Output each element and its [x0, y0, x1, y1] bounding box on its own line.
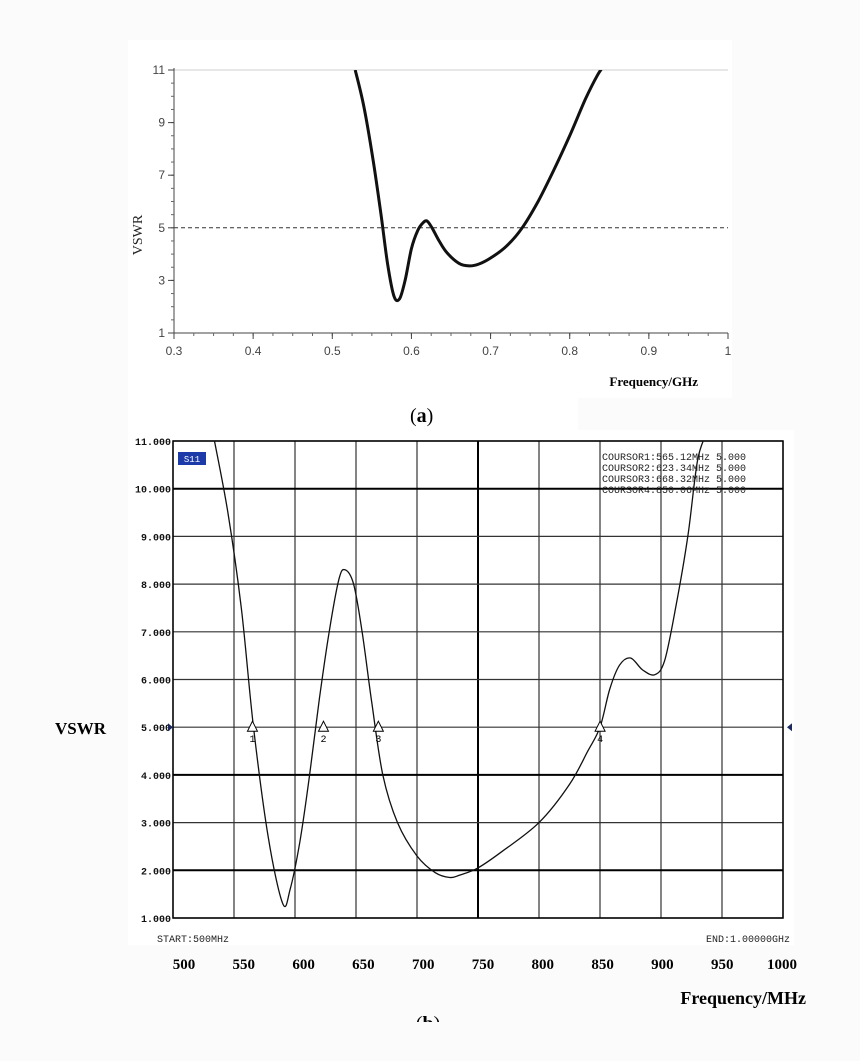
chart-a-y-tick-label: 7 — [158, 168, 165, 182]
chart-b-y-tick-label: 3.000 — [141, 820, 171, 831]
chart-b-x-tick-label: 700 — [412, 957, 435, 973]
chart-a-x-tick-label: 0.4 — [245, 344, 262, 358]
chart-b-y-tick-label: 8.000 — [141, 581, 171, 592]
chart-b-cursor-line: COURSOR3:668.32MHz 5.000 — [602, 475, 746, 486]
chart-b-series-line — [213, 441, 704, 908]
chart-b-badge — [178, 452, 206, 465]
chart-b-badge-text: S11 — [184, 455, 200, 465]
chart-b-x-tick-label: 800 — [532, 957, 555, 973]
caption-a-letter: a — [416, 405, 427, 427]
chart-b-y-tick-label: 11.000 — [135, 438, 171, 449]
chart-a-y-ticks: 1 3 5 7 9 11 — [153, 63, 174, 340]
chart-b-cursor-readout: COURSOR1:565.12MHz 5.000COURSOR2:623.34M… — [602, 453, 746, 497]
chart-b-cursor-line: COURSOR4:850.06MHz 5.000 — [602, 486, 746, 497]
chart-a-x-tick-label: 0.5 — [324, 344, 341, 358]
chart-b-marker-triangle — [246, 720, 259, 732]
chart-a-y-tick-label: 5 — [158, 221, 165, 235]
chart-a-y-tick-label: 9 — [158, 116, 165, 130]
chart-b-marker-triangle — [594, 720, 606, 732]
chart-b: 1.000 2.000 3.000 4.000 5.000 6.000 7.000 8.000… — [55, 430, 806, 1052]
chart-b-marker-label: 1 — [249, 735, 255, 746]
chart-a: 1 3 5 7 9 11 0.3 0.4 0.5 0.6 0.7 0.8 0.9 1 VSWR Freq… — [128, 40, 732, 432]
chart-b-y-tick-label: 1.000 — [141, 915, 171, 926]
chart-b-y-ticks: 1.000 2.000 3.000 4.000 5.000 6.000 7.000 8.000… — [135, 438, 171, 926]
chart-b-frame — [172, 440, 784, 919]
chart-b-x-tick-label: 950 — [711, 957, 734, 973]
chart-b-start-label: START:500MHz — [157, 935, 229, 946]
chart-b-reference-arrows — [168, 723, 792, 732]
chart-a-y-tick-label: 11 — [153, 63, 166, 77]
chart-a-y-tick-label: 1 — [158, 326, 165, 340]
chart-b-x-tick-label: 650 — [352, 957, 375, 973]
chart-b-end-label: END:1.00000GHz — [706, 935, 790, 946]
chart-b-y-tick-label: 10.000 — [135, 486, 171, 497]
chart-b-x-ticks: 500 550 600 650 700 750 800 850 900 950 1000 — [173, 957, 797, 973]
chart-b-marker-label: 3 — [375, 735, 381, 746]
chart-b-x-tick-label: 500 — [173, 957, 196, 973]
chart-a-x-tick-label: 0.8 — [561, 344, 578, 358]
chart-b-ref-arrow-left — [168, 723, 173, 732]
chart-b-x-tick-label: 600 — [292, 957, 315, 973]
chart-b-y-tick-label: 9.000 — [141, 533, 171, 544]
chart-b-x-tick-label: 900 — [651, 957, 674, 973]
chart-b-y-tick-label: 2.000 — [141, 867, 171, 878]
chart-a-y-tick-label: 3 — [158, 273, 165, 287]
chart-a-series — [353, 70, 603, 303]
chart-b-x-tick-label: 550 — [233, 957, 256, 973]
chart-a-xlabel: Frequency/GHz — [609, 374, 698, 389]
caption-a: (a) — [410, 405, 434, 427]
chart-b-y-tick-label: 7.000 — [141, 629, 171, 640]
chart-a-ylabel: VSWR — [131, 214, 146, 255]
chart-b-y-tick-label: 5.000 — [141, 724, 171, 735]
chart-b-x-tick-label: 850 — [591, 957, 614, 973]
chart-b-ref-arrow-right — [787, 723, 792, 732]
chart-b-marker-triangle — [372, 720, 385, 732]
chart-a-x-tick-label: 1 — [725, 344, 732, 358]
chart-a-x-tick-label: 0.6 — [403, 344, 420, 358]
chart-b-y-tick-label: 6.000 — [141, 677, 171, 688]
chart-b-marker-label: 2 — [320, 735, 326, 746]
chart-b-xlabel: Frequency/MHz — [680, 988, 806, 1008]
chart-b-series — [213, 441, 704, 908]
chart-b-cursor-line: COURSOR1:565.12MHz 5.000 — [602, 453, 746, 464]
chart-a-series-line — [353, 70, 603, 303]
chart-b-markers: 1 2 3 4 — [246, 720, 606, 746]
chart-b-ylabel: VSWR — [55, 719, 107, 738]
chart-b-x-tick-label: 750 — [472, 957, 495, 973]
chart-b-grid — [172, 440, 784, 919]
chart-b-cursor-line: COURSOR2:623.34MHz 5.000 — [602, 464, 746, 475]
chart-b-marker-triangle — [317, 720, 330, 732]
chart-a-x-tick-label: 0.3 — [166, 344, 183, 358]
chart-b-x-tick-label: 1000 — [767, 957, 797, 973]
chart-b-marker-label: 4 — [597, 735, 603, 746]
chart-a-x-tick-label: 0.7 — [482, 344, 499, 358]
chart-a-x-tick-label: 0.9 — [641, 344, 658, 358]
chart-a-x-ticks: 0.3 0.4 0.5 0.6 0.7 0.8 0.9 1 — [166, 333, 732, 358]
chart-b-y-tick-label: 4.000 — [141, 772, 171, 783]
